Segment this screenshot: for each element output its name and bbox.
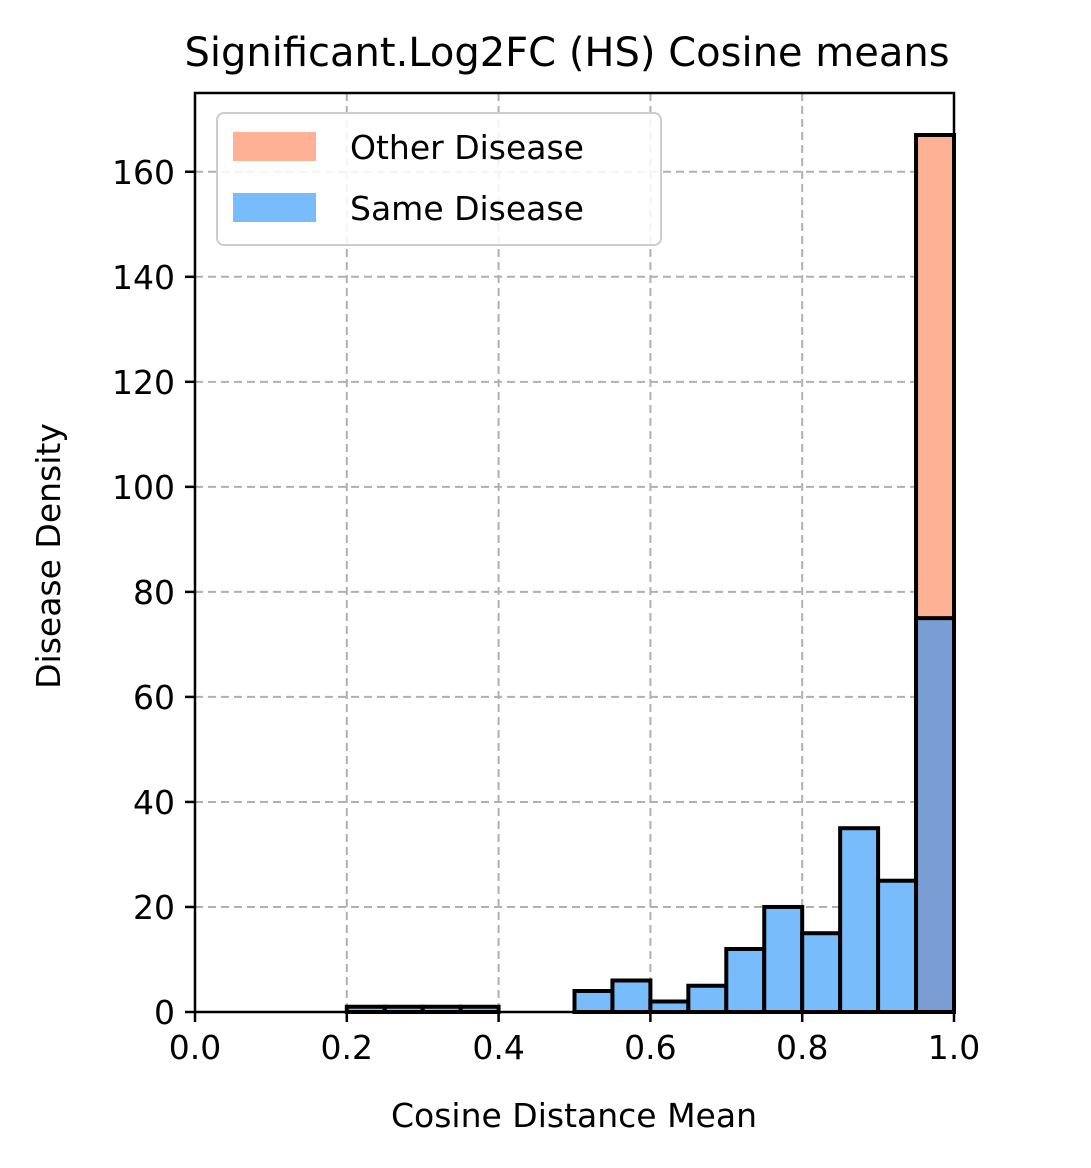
bar-same-disease: [762, 904, 805, 1015]
x-tick-label: 0.8: [776, 1028, 828, 1067]
bar-same-disease: [648, 999, 691, 1014]
bar-same-disease: [800, 931, 843, 1015]
chart-title: Significant.Log2FC (HS) Cosine means: [184, 30, 949, 76]
legend-label: Same Disease: [350, 189, 584, 228]
bar-overlap: [914, 616, 956, 1015]
y-tick-label: 160: [112, 153, 175, 192]
x-tick-label: 0.4: [472, 1028, 524, 1067]
y-axis-label: Disease Density: [29, 423, 68, 689]
y-tick-label: 80: [133, 573, 175, 612]
legend: Other Disease Same Disease: [216, 112, 662, 246]
x-tick-label: 0.2: [321, 1028, 373, 1067]
plot-frame: [193, 91, 956, 1014]
y-tick-label: 0: [154, 993, 175, 1032]
legend-label: Other Disease: [350, 128, 584, 167]
legend-swatch: [233, 193, 316, 222]
bar-same-disease: [724, 946, 767, 1014]
bar-same-disease: [838, 826, 881, 1015]
x-tick-label: 0.0: [169, 1028, 221, 1067]
y-tick-label: 120: [112, 363, 175, 402]
x-tick-label: 1.0: [928, 1028, 980, 1067]
y-tick-label: 140: [112, 258, 175, 297]
y-tick-label: 20: [133, 888, 175, 927]
bar-same-disease: [610, 978, 653, 1015]
bars: [344, 133, 956, 1015]
x-axis-label: Cosine Distance Mean: [391, 1096, 757, 1135]
y-tick-label: 100: [112, 468, 175, 507]
x-tick-label: 0.6: [624, 1028, 676, 1067]
bar-same-disease: [876, 878, 919, 1015]
legend-box: [216, 112, 662, 246]
bar-same-disease: [572, 988, 615, 1014]
legend-swatch: [233, 132, 316, 161]
y-tick-label: 40: [133, 783, 175, 822]
y-tick-label: 60: [133, 678, 175, 717]
bar-same-disease: [686, 983, 729, 1015]
axes: 0.0 0.2 0.4 0.6 0.8 1.0 0 20 40 60 80 100 120 140 160: [112, 91, 980, 1067]
